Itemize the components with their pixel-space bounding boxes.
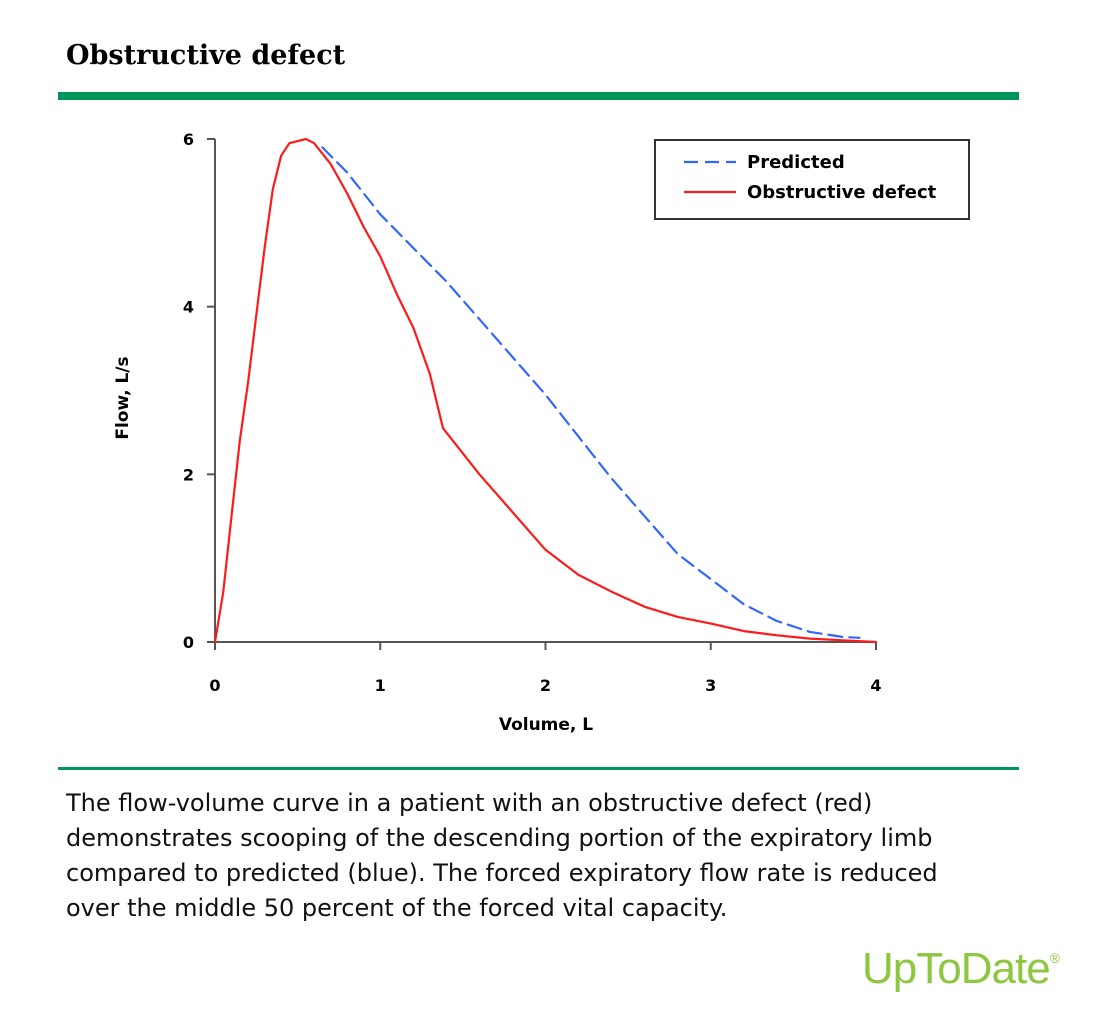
chart-series [213, 137, 878, 644]
chart-axes: 0 1 2 3 4 0 2 4 6 [183, 130, 882, 695]
x-tick-label: 4 [870, 676, 881, 695]
legend-box [654, 139, 970, 220]
figure-title: Obstructive defect [66, 40, 346, 71]
x-tick-label: 0 [209, 676, 220, 695]
y-axis-label: Flow, L/s [113, 356, 133, 439]
flow-volume-chart: 0 1 2 3 4 0 2 4 6 Volume, L Flow, L/s Predicted … [113, 130, 970, 735]
logo-text: UpToDate [862, 944, 1051, 993]
x-tick-label: 1 [375, 676, 386, 695]
series-predicted [321, 146, 861, 639]
x-axis-label: Volume, L [499, 715, 593, 735]
y-tick-label: 0 [183, 633, 194, 652]
figure-caption: The flow-volume curve in a patient with … [66, 789, 938, 922]
y-tick-label: 2 [183, 465, 194, 484]
legend-label-obstructive-defect: Obstructive defect [747, 182, 937, 203]
uptodate-logo: UpToDate® [862, 944, 1060, 994]
x-tick-label: 3 [705, 676, 716, 695]
y-tick-label: 6 [183, 130, 194, 149]
legend-label-predicted: Predicted [747, 152, 845, 173]
series-obstructive-defect [213, 137, 878, 644]
y-tick-label: 4 [183, 298, 194, 317]
x-tick-label: 2 [540, 676, 551, 695]
caption-divider [58, 767, 1019, 770]
title-divider [58, 92, 1019, 100]
chart-legend: Predicted Obstructive defect [654, 139, 970, 220]
registered-mark: ® [1049, 950, 1060, 966]
